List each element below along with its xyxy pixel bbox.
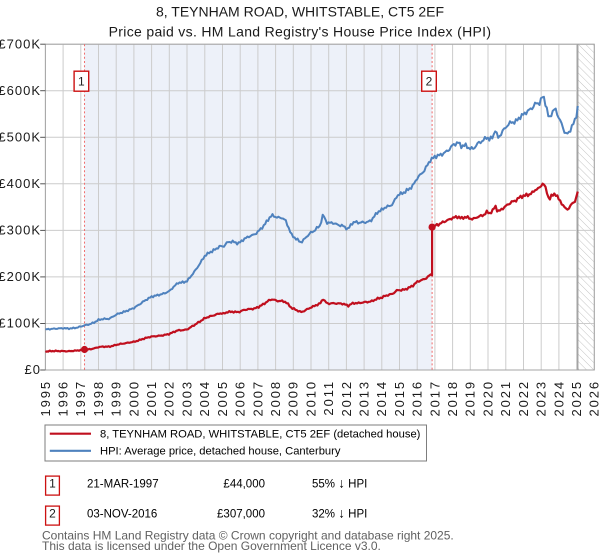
svg-text:8, TEYNHAM ROAD, WHITSTABLE, C: 8, TEYNHAM ROAD, WHITSTABLE, CT5 2EF (de… xyxy=(100,429,421,441)
svg-text:2024: 2024 xyxy=(551,380,566,417)
svg-text:2012: 2012 xyxy=(339,380,354,417)
svg-text:2: 2 xyxy=(426,75,433,89)
svg-text:1996: 1996 xyxy=(56,380,71,417)
svg-text:£307,000: £307,000 xyxy=(217,509,265,521)
svg-text:£0: £0 xyxy=(25,362,41,377)
svg-text:£600K: £600K xyxy=(0,83,41,98)
svg-text:32% ↓ HPI: 32% ↓ HPI xyxy=(312,506,367,521)
svg-text:Contains HM Land Registry data: Contains HM Land Registry data © Crown c… xyxy=(42,528,454,542)
svg-text:£200K: £200K xyxy=(0,269,41,284)
svg-text:1: 1 xyxy=(78,75,85,89)
svg-text:2014: 2014 xyxy=(374,380,389,417)
svg-text:2009: 2009 xyxy=(286,380,301,417)
svg-text:2008: 2008 xyxy=(268,380,283,417)
svg-text:£400K: £400K xyxy=(0,176,41,191)
svg-text:£700K: £700K xyxy=(0,36,41,51)
svg-text:2010: 2010 xyxy=(303,380,318,417)
svg-text:1998: 1998 xyxy=(91,380,106,417)
svg-text:2: 2 xyxy=(49,507,56,521)
svg-text:21-MAR-1997: 21-MAR-1997 xyxy=(87,479,159,491)
svg-text:2000: 2000 xyxy=(126,380,141,417)
svg-text:2018: 2018 xyxy=(445,380,460,417)
svg-text:2007: 2007 xyxy=(250,380,265,417)
svg-text:2004: 2004 xyxy=(197,380,212,417)
svg-text:2022: 2022 xyxy=(516,380,531,417)
svg-text:2025: 2025 xyxy=(569,380,584,417)
svg-text:2006: 2006 xyxy=(233,380,248,417)
svg-text:03-NOV-2016: 03-NOV-2016 xyxy=(87,509,157,521)
svg-text:1995: 1995 xyxy=(38,380,53,417)
svg-text:1999: 1999 xyxy=(109,380,124,417)
svg-text:2019: 2019 xyxy=(463,380,478,417)
svg-text:2017: 2017 xyxy=(427,380,442,417)
svg-text:8, TEYNHAM ROAD, WHITSTABLE, C: 8, TEYNHAM ROAD, WHITSTABLE, CT5 2EF xyxy=(156,3,444,19)
svg-text:2020: 2020 xyxy=(480,380,495,417)
svg-text:2023: 2023 xyxy=(534,380,549,417)
svg-text:55% ↓ HPI: 55% ↓ HPI xyxy=(312,476,367,491)
svg-text:2005: 2005 xyxy=(215,380,230,417)
svg-text:2002: 2002 xyxy=(162,380,177,417)
svg-text:This data is licensed under th: This data is licensed under the Open Gov… xyxy=(42,539,381,553)
svg-text:2003: 2003 xyxy=(179,380,194,417)
svg-text:£44,000: £44,000 xyxy=(223,479,265,491)
svg-text:1: 1 xyxy=(49,477,56,491)
svg-text:1997: 1997 xyxy=(73,380,88,417)
svg-text:2021: 2021 xyxy=(498,380,513,417)
svg-text:Price paid vs. HM Land Registr: Price paid vs. HM Land Registry's House … xyxy=(109,23,492,39)
svg-text:2015: 2015 xyxy=(392,380,407,417)
svg-text:2013: 2013 xyxy=(357,380,372,417)
svg-text:£300K: £300K xyxy=(0,223,41,238)
svg-text:2026: 2026 xyxy=(587,380,600,417)
svg-text:£500K: £500K xyxy=(0,130,41,145)
svg-text:2016: 2016 xyxy=(410,380,425,417)
svg-text:2011: 2011 xyxy=(321,380,336,416)
svg-text:2001: 2001 xyxy=(144,380,159,417)
svg-text:HPI: Average price, detached h: HPI: Average price, detached house, Cant… xyxy=(100,446,341,458)
svg-text:£100K: £100K xyxy=(0,316,41,331)
